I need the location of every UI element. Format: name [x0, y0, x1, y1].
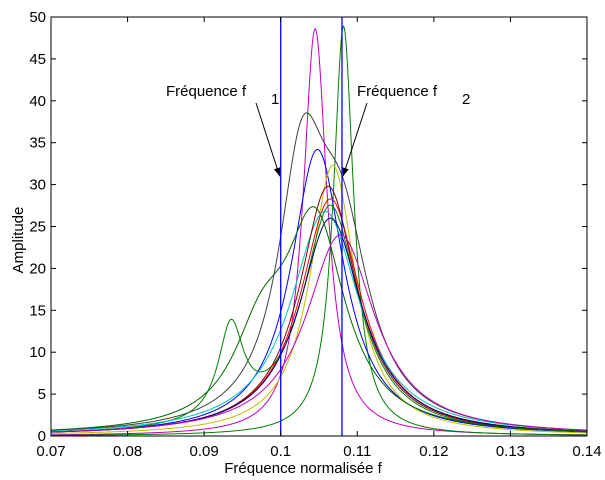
annotation-label-1: Fréquence f — [166, 83, 247, 100]
x-axis-label: Fréquence normalisée f — [224, 460, 382, 477]
series-line-2 — [51, 25, 587, 436]
y-tick-label: 30 — [29, 177, 46, 194]
y-tick-label: 35 — [29, 135, 46, 152]
y-tick-label: 15 — [29, 302, 46, 319]
x-tick-label: 0.14 — [572, 443, 601, 460]
annotation-sub-1: 1 — [271, 91, 279, 108]
series-line-12 — [51, 234, 587, 433]
annotation-arrow-2 — [342, 102, 368, 177]
series-layer — [51, 25, 587, 436]
x-tick-label: 0.09 — [190, 443, 219, 460]
y-axis-label: Amplitude — [10, 207, 27, 274]
y-ticks: 0 5 10 15 20 25 30 35 40 45 50 — [29, 9, 587, 445]
x-tick-label: 0.1 — [270, 443, 291, 460]
x-ticks: 0.07 0.08 0.09 0.1 0.11 0.12 0.13 0.14 — [36, 17, 602, 460]
y-tick-label: 45 — [29, 51, 46, 68]
annotation-sub-2: 2 — [462, 91, 470, 108]
y-tick-label: 0 — [38, 428, 46, 445]
series-line-11 — [51, 206, 587, 432]
y-tick-label: 10 — [29, 344, 46, 361]
series-line-8 — [51, 210, 587, 432]
x-tick-label: 0.13 — [496, 443, 525, 460]
x-tick-label: 0.07 — [36, 443, 65, 460]
y-tick-label: 5 — [38, 386, 46, 403]
y-tick-label: 50 — [29, 9, 46, 26]
annotation-arrow-1 — [255, 102, 281, 177]
x-tick-label: 0.08 — [113, 443, 142, 460]
series-line-3 — [51, 148, 587, 433]
vertical-lines — [280, 17, 343, 436]
x-tick-label: 0.12 — [419, 443, 448, 460]
annotation-label-2: Fréquence f — [357, 83, 438, 100]
y-tick-label: 40 — [29, 93, 46, 110]
y-tick-label: 25 — [29, 219, 46, 236]
x-tick-label: 0.11 — [343, 443, 371, 460]
annotations: Fréquence f 1 Fréquence f 2 — [166, 83, 470, 177]
y-tick-label: 20 — [29, 260, 46, 277]
